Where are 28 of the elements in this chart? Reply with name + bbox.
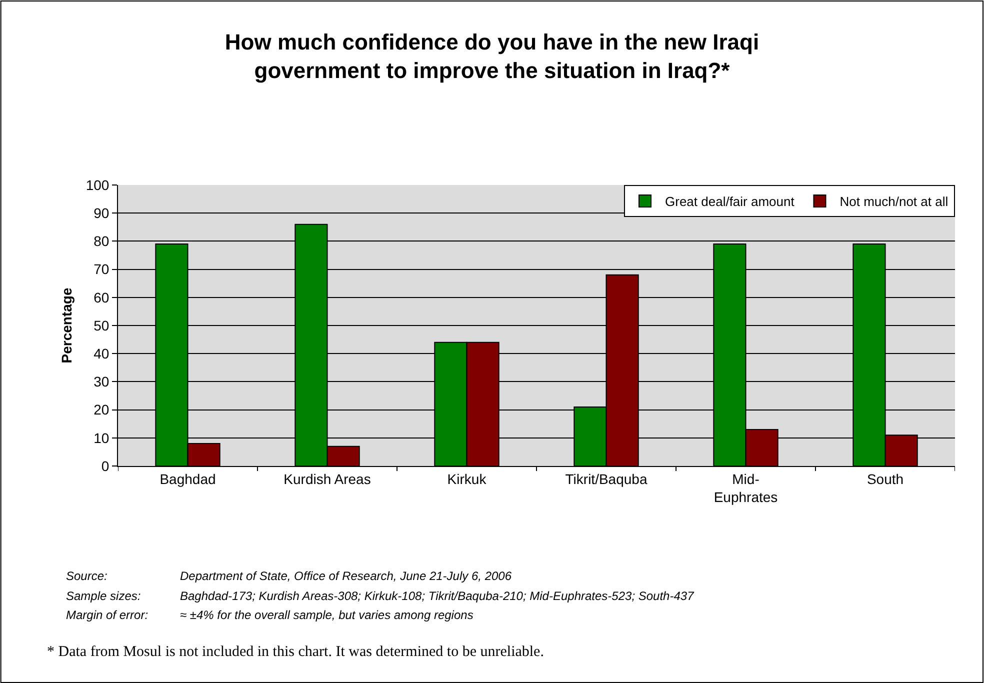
chart-title: How much confidence do you have in the new Iraqi government to improve the situation in Iraq?* — [224, 29, 760, 83]
text: Baghdad-173; Kurdish Areas-308; Kirkuk-108; Tikrit/Baquba-210; Mid-Euphrates-523; South-437 — [180, 589, 696, 603]
y-tick-label: 70 — [94, 261, 110, 278]
x-tick-label: Kurdish Areas — [284, 470, 371, 487]
y-tick-label: 40 — [94, 346, 110, 362]
y-axis-title: Percentage — [58, 288, 74, 364]
text: * Data from Mosul is not included in this chart. It was determined to be unreliable. — [47, 644, 544, 660]
x-tick-label: Tikrit/Baquba — [565, 470, 648, 487]
y-tick-label: 20 — [94, 402, 110, 418]
x-tick-label: Kirkuk — [447, 470, 488, 487]
y-tick-label: 80 — [94, 233, 110, 250]
y-tick-label: 10 — [94, 430, 110, 446]
legend-label: Not much/not at all — [840, 194, 948, 210]
y-tick-label: 0 — [101, 458, 110, 474]
y-tick-label: 60 — [94, 289, 110, 306]
x-tick-label: Mid-Euphrates — [714, 470, 778, 505]
legend-label: Great deal/fair amount — [665, 194, 795, 210]
y-tick-label: 100 — [86, 176, 110, 193]
x-tick-label: South — [866, 470, 904, 487]
y-tick-label: 50 — [94, 317, 110, 334]
text: Sample sizes: — [66, 589, 141, 603]
x-tick-label: Baghdad — [160, 470, 216, 487]
y-tick-label: 30 — [94, 374, 110, 390]
source-note: Source: — [66, 569, 108, 583]
text: ≈ ±4% for the overall sample, but varies among regions — [180, 608, 474, 622]
text: Margin of error: — [66, 608, 148, 622]
y-tick-label: 90 — [94, 205, 110, 221]
text: Department of State, Office of Research, June 21-July 6, 2006 — [180, 569, 512, 583]
